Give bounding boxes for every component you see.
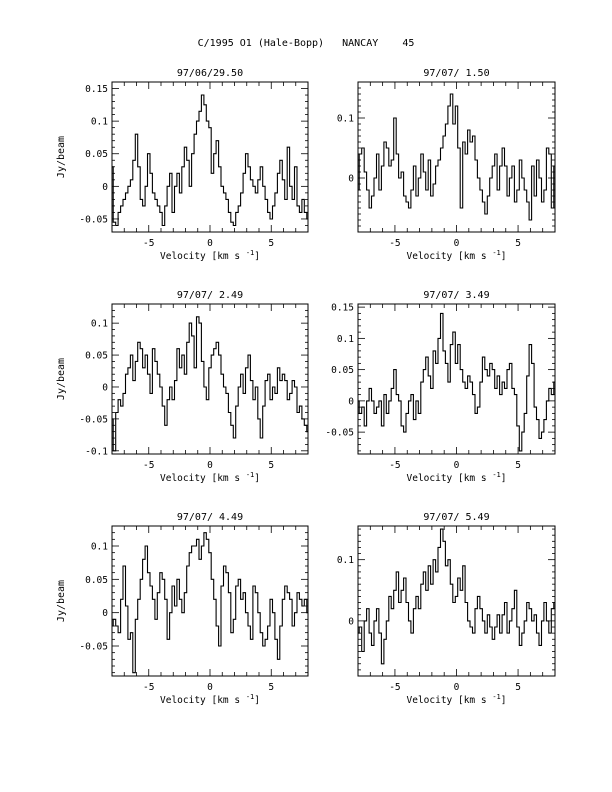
y-tick-label: 0.05 bbox=[331, 365, 354, 376]
x-axis-label: Velocity [km s -1] bbox=[407, 693, 507, 706]
x-tick-label: 5 bbox=[268, 682, 274, 693]
plot-frame bbox=[111, 81, 309, 233]
y-tick-label: 0.1 bbox=[337, 334, 354, 345]
y-tick-label: 0.1 bbox=[91, 542, 108, 553]
x-tick-label: 5 bbox=[268, 238, 274, 249]
x-tick-label: -5 bbox=[389, 460, 400, 471]
y-tick-label: -0.05 bbox=[325, 428, 354, 439]
x-tick-label: 0 bbox=[207, 238, 213, 249]
spectrum-line bbox=[358, 93, 555, 221]
x-axis-label: Velocity [km s -1] bbox=[160, 249, 260, 262]
panel-title: 97/07/ 4.49 bbox=[177, 512, 243, 523]
y-tick-label: -0.05 bbox=[79, 642, 108, 653]
y-tick-label: 0 bbox=[102, 608, 108, 619]
y-tick-label: 0 bbox=[348, 616, 354, 627]
panel-title: 97/07/ 3.49 bbox=[423, 290, 489, 301]
y-tick-label: 0.05 bbox=[85, 149, 108, 160]
y-tick-label: 0.05 bbox=[85, 351, 108, 362]
x-tick-label: 0 bbox=[207, 682, 213, 693]
spectrum-line bbox=[112, 532, 308, 674]
y-tick-label: -0.05 bbox=[79, 214, 108, 225]
x-axis-label: Velocity [km s -1] bbox=[160, 693, 260, 706]
x-axis-label: Velocity [km s -1] bbox=[160, 471, 260, 484]
x-tick-label: -5 bbox=[143, 238, 154, 249]
x-tick-label: 0 bbox=[454, 460, 460, 471]
panel-title: 97/06/29.50 bbox=[177, 68, 243, 79]
spectrum-panel-6: -5 0 5 0 0.1 97/07/ 5.49 Velocity [km s -1] bbox=[337, 512, 556, 706]
spectrum-panel-5: -5 0 5 -0.05 0 0.05 0.1 97/07/ 4.49 Velocity [km… bbox=[56, 512, 309, 706]
x-axis-label: Velocity [km s -1] bbox=[407, 249, 507, 262]
x-tick-label: 0 bbox=[454, 238, 460, 249]
y-tick-label: 0.15 bbox=[331, 303, 354, 314]
plot-frame bbox=[111, 525, 309, 677]
x-tick-label: -5 bbox=[143, 460, 154, 471]
x-tick-label: -5 bbox=[389, 238, 400, 249]
y-axis-label: Jy/beam bbox=[56, 136, 67, 178]
y-tick-label: -0.05 bbox=[79, 414, 108, 425]
x-tick-label: 0 bbox=[207, 460, 213, 471]
y-tick-label: 0.1 bbox=[91, 319, 108, 330]
spectrum-panel-4: -5 0 5 -0.05 0 0.05 0.1 0.15 97/07/ 3.49 Velocity… bbox=[325, 290, 556, 484]
y-tick-label: 0 bbox=[102, 382, 108, 393]
x-tick-label: 5 bbox=[515, 682, 521, 693]
x-axis-label: Velocity [km s -1] bbox=[407, 471, 507, 484]
y-tick-label: 0.1 bbox=[337, 114, 354, 125]
x-tick-label: 0 bbox=[454, 682, 460, 693]
spectrum-line bbox=[358, 312, 555, 452]
y-tick-label: 0.1 bbox=[337, 555, 354, 566]
plot-frame bbox=[357, 525, 556, 677]
panel-title: 97/07/ 1.50 bbox=[423, 68, 489, 79]
y-tick-label: 0.1 bbox=[91, 117, 108, 128]
spectrum-panel-1: -5 0 5 -0.05 0 0.05 0.1 0.15 97/06/29.50 Velocity… bbox=[56, 68, 309, 262]
panel-title: 97/07/ 5.49 bbox=[423, 512, 489, 523]
y-axis-label: Jy/beam bbox=[56, 358, 67, 400]
x-tick-label: -5 bbox=[143, 682, 154, 693]
x-tick-label: 5 bbox=[515, 238, 521, 249]
y-tick-label: 0 bbox=[348, 174, 354, 185]
y-tick-label: 0 bbox=[348, 396, 354, 407]
spectrum-line bbox=[112, 94, 308, 227]
y-tick-label: 0.15 bbox=[85, 84, 108, 95]
plot-frame bbox=[357, 303, 556, 455]
spectrum-line bbox=[358, 528, 555, 665]
x-tick-label: 5 bbox=[268, 460, 274, 471]
y-axis-label: Jy/beam bbox=[56, 580, 67, 622]
y-tick-label: 0 bbox=[102, 182, 108, 193]
panel-title: 97/07/ 2.49 bbox=[177, 290, 243, 301]
plot-frame bbox=[357, 81, 556, 233]
plot-frame bbox=[111, 303, 309, 455]
spectrum-panel-3: -5 0 5 -0.1 -0.05 0 0.05 0.1 97/07/ 2.49 Velocity… bbox=[56, 290, 309, 484]
y-tick-label: -0.1 bbox=[85, 446, 108, 457]
spectrum-panel-2: -5 0 5 0 0.1 97/07/ 1.50 Velocity [km s -1] bbox=[337, 68, 556, 262]
x-tick-label: -5 bbox=[389, 682, 400, 693]
page-title: C/1995 O1 (Hale-Bopp) NANCAY 45 bbox=[197, 38, 415, 49]
spectrum-line bbox=[112, 316, 308, 452]
y-tick-label: 0.05 bbox=[85, 575, 108, 586]
x-tick-label: 5 bbox=[515, 460, 521, 471]
